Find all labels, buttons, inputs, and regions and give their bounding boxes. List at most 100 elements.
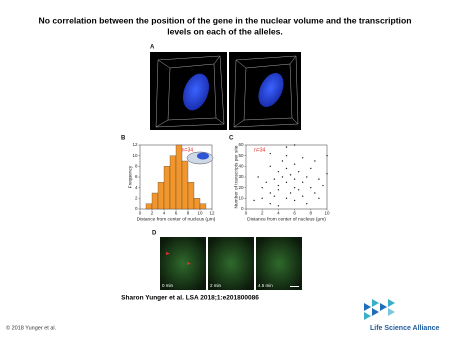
x-axis-label: Distance from center of nucleus (μm) [247,216,326,222]
point [277,205,280,207]
point [310,186,312,189]
x-tick-label: 6 [293,211,296,216]
point [293,199,296,202]
y-tick-label: 10 [132,153,138,158]
title: No correlation between the position of t… [39,15,412,25]
point [314,160,316,162]
point [261,197,263,200]
bar [199,203,207,210]
point [257,176,259,178]
point [314,192,316,194]
point [297,189,300,191]
citation: Sharon Yunger et al. LSA 2018;1:e2018000… [121,295,259,302]
point [269,165,271,168]
y-axis-label: Frequency [127,165,133,188]
point [289,174,292,176]
y-axis-label: Number of transcripts per site [233,145,239,208]
y-tick-label: 60 [238,142,244,147]
bar [151,192,159,210]
bar [193,198,201,210]
point [285,197,288,200]
x-tick-label: 8 [310,211,313,216]
time-label: 4.5 min [258,283,273,288]
panel-label: C [229,136,234,142]
time-label: 0 min [162,283,174,288]
bar [145,203,153,210]
point [269,192,271,194]
x-tick-label: 12 [209,211,215,216]
y-tick-label: 0 [241,206,244,211]
point [285,154,288,157]
y-tick-label: 50 [238,153,244,158]
point [297,170,300,173]
y-tick-label: 8 [135,164,138,169]
panel-label: B [121,136,126,142]
point [265,181,267,184]
bar [163,166,171,210]
x-tick-label: 10 [324,211,330,216]
point [310,167,312,170]
bar [187,182,195,210]
panel-label: A [150,45,155,51]
point [277,170,280,173]
x-tick-label: 0 [139,211,142,216]
point [285,167,288,170]
point [326,173,328,175]
point [318,178,320,180]
point [277,184,280,187]
point [322,184,324,187]
y-tick-label: 40 [238,164,244,169]
point [261,186,263,189]
point [281,176,284,178]
time-label: 2 min [210,283,222,288]
x-tick-label: 6 [175,211,178,216]
point [269,202,271,205]
point [318,197,320,200]
point [273,195,276,197]
journal-logo [364,299,395,320]
point [253,199,255,202]
y-tick-label: 6 [135,174,138,179]
cell-icon [186,151,214,165]
panel-label: D [152,231,157,237]
y-tick-label: 0 [135,206,138,211]
x-tick-label: 8 [187,211,190,216]
annotation: n=34 [254,147,265,153]
point [302,181,304,184]
point [302,195,304,197]
y-tick-label: 10 [238,196,244,201]
bar [169,155,177,210]
point [269,152,271,155]
point [306,202,308,205]
panel-d-images [160,237,302,290]
point [285,146,288,148]
y-tick-label: 30 [238,174,244,179]
point [289,192,292,194]
journal-name: Life Science Alliance [370,325,439,332]
point [293,144,296,146]
x-tick-label: 4 [277,211,280,216]
y-tick-label: 20 [238,185,244,190]
copyright: © 2018 Yunger et al. [6,324,57,331]
x-tick-label: 0 [245,211,248,216]
bar [175,144,183,210]
x-axis-label: Distance from center of nucleus (μm) [137,216,216,222]
point [302,157,304,159]
x-tick-label: 2 [151,211,154,216]
title: levels on each of the alleles. [167,26,283,36]
bar [157,182,165,210]
annotation: n=34 [182,147,193,153]
x-tick-label: 4 [163,211,166,216]
point [293,178,296,180]
x-tick-label: 2 [261,211,264,216]
point [293,186,296,189]
y-tick-label: 12 [132,142,138,147]
point [281,160,284,162]
y-tick-label: 4 [135,185,138,190]
point [277,189,280,191]
point [306,176,308,178]
panel-a-images [150,52,301,130]
bar [181,160,189,210]
point [293,163,296,165]
